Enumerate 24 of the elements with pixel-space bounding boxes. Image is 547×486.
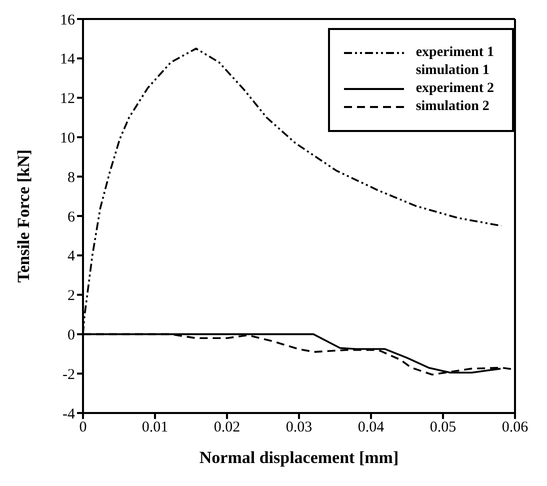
y-tick-label: -2 xyxy=(62,366,75,383)
y-tick-label: -4 xyxy=(62,406,76,422)
legend-label: experiment 2 xyxy=(416,81,494,97)
y-tick-label: 12 xyxy=(60,91,75,108)
legend-label: simulation 2 xyxy=(416,99,490,115)
y-axis-title: Tensile Force [kN] xyxy=(14,149,34,283)
y-tick-label: 8 xyxy=(68,170,75,186)
x-tick-label: 0.05 xyxy=(430,420,456,436)
y-tick-label: 0 xyxy=(68,328,75,344)
x-tick-label: 0.06 xyxy=(502,420,529,436)
y-tick-label: 10 xyxy=(60,130,75,147)
x-tick-label: 0.01 xyxy=(142,420,168,436)
y-tick-label: 16 xyxy=(60,12,76,28)
legend-label: simulation 1 xyxy=(416,63,490,79)
legend-label: experiment 1 xyxy=(416,45,494,61)
x-tick-label: 0.02 xyxy=(214,420,240,436)
y-tick-label: 4 xyxy=(68,248,76,265)
x-tick-label: 0.04 xyxy=(358,420,385,436)
y-tick-label: 2 xyxy=(68,288,75,304)
y-tick-label: 14 xyxy=(60,52,76,68)
x-tick-label: 0 xyxy=(79,420,87,436)
x-axis-title: Normal displacement [mm] xyxy=(199,448,399,467)
x-tick-label: 0.03 xyxy=(286,420,312,436)
y-tick-label: 6 xyxy=(68,209,76,226)
